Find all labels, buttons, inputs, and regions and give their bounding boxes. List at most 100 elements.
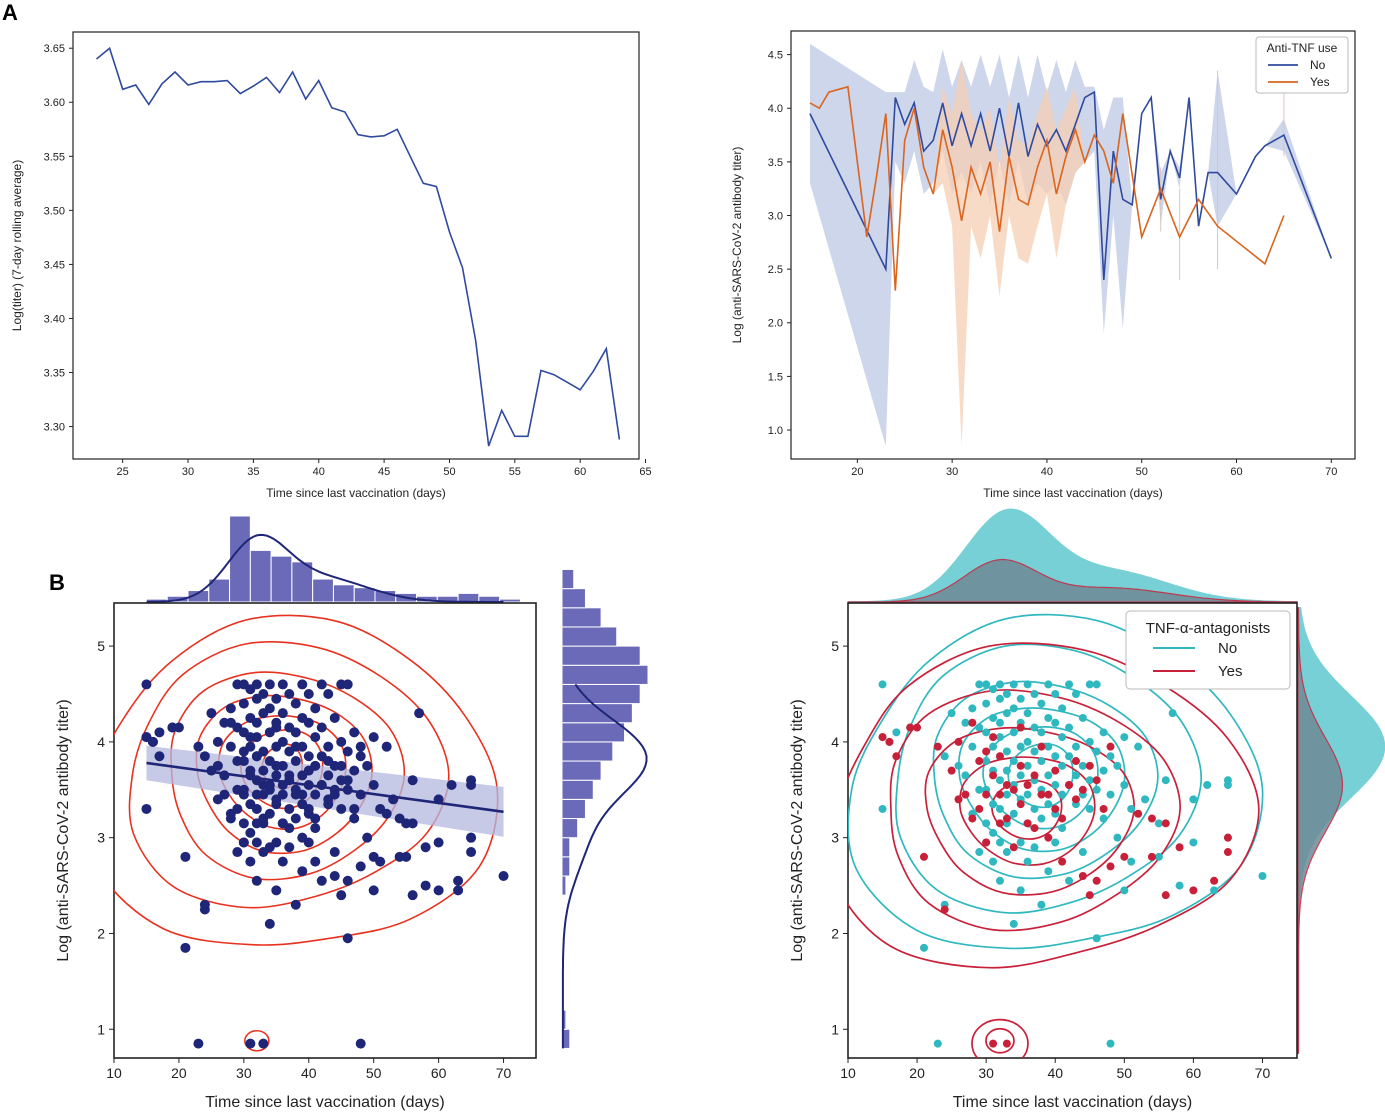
scatter-point-yes xyxy=(975,757,984,766)
scatter-point-no xyxy=(1058,790,1067,799)
scatter-point xyxy=(154,751,165,762)
scatter-point xyxy=(225,717,236,728)
y-tick-label: 5 xyxy=(831,638,839,654)
scatter-point-no xyxy=(1058,733,1067,742)
contour-group xyxy=(114,614,499,1052)
scatter-point-yes xyxy=(1044,833,1053,842)
right-hist-bar xyxy=(561,626,618,647)
legend: Anti-TNF use No Yes xyxy=(1255,36,1349,94)
scatter-point-no xyxy=(1044,680,1053,689)
right-hist-bar xyxy=(561,875,567,896)
y-tick-label: 3.45 xyxy=(44,259,65,271)
scatter-point-no xyxy=(982,699,991,708)
scatter-point xyxy=(355,1038,366,1049)
scatter-point-yes xyxy=(1223,833,1232,842)
x-tick-label: 40 xyxy=(1047,1065,1063,1081)
x-tick-label: 50 xyxy=(366,1065,382,1081)
legend-title: Anti-TNF use xyxy=(1267,41,1338,55)
scatter-point xyxy=(336,890,347,901)
scatter-point xyxy=(349,813,360,824)
scatter-point xyxy=(466,780,477,790)
top-hist-bar xyxy=(249,549,272,603)
scatter-point xyxy=(271,722,282,733)
scatter-point-no xyxy=(1258,872,1267,880)
scatter-point-no xyxy=(1065,876,1074,885)
x-tick-label: 50 xyxy=(1136,466,1148,478)
panel-label-b: B xyxy=(49,570,65,595)
x-tick-label: 40 xyxy=(301,1065,317,1081)
scatter-point-no xyxy=(1002,709,1011,718)
scatter-point xyxy=(284,823,295,834)
scatter-point xyxy=(349,803,360,814)
scatter-point xyxy=(407,775,418,786)
scatter-point-no xyxy=(1023,761,1032,770)
scatter-point xyxy=(368,851,379,862)
scatter-point xyxy=(277,789,288,800)
scatter-point-no xyxy=(1037,757,1046,766)
scatter-point-no xyxy=(1085,737,1094,746)
x-tick-label: 50 xyxy=(443,466,455,478)
panel-label-a: A xyxy=(2,0,18,25)
scatter-point-no xyxy=(1065,752,1074,761)
legend-label-yes: Yes xyxy=(1310,75,1330,89)
scatter-point-yes xyxy=(1134,809,1143,818)
x-axis-label: Time since last vaccination (days) xyxy=(953,1094,1193,1111)
scatter-point xyxy=(297,789,308,800)
x-tick-label: 10 xyxy=(106,1065,122,1081)
scatter-point-no xyxy=(1051,838,1060,847)
x-tick-label: 40 xyxy=(1041,466,1053,478)
scatter-point xyxy=(355,861,366,872)
right-kde-yes xyxy=(1297,607,1344,1054)
y-tick-label: 3.30 xyxy=(44,422,65,434)
top-kde-yes xyxy=(848,558,1298,603)
y-tick-label: 3.50 xyxy=(44,205,65,217)
scatter-point-no xyxy=(1113,833,1122,842)
scatter-point-no xyxy=(961,718,970,727)
kde-contour-yes xyxy=(971,1018,1029,1058)
scatter-point-no xyxy=(1016,742,1025,751)
y-tick-label: 3.35 xyxy=(44,367,65,379)
scatter-point xyxy=(225,741,236,752)
scatter-point-no xyxy=(1078,713,1087,722)
scatter-point-yes xyxy=(1099,804,1108,813)
scatter-point xyxy=(290,727,301,738)
scatter-point xyxy=(245,856,256,867)
scatter-point-yes xyxy=(989,771,998,780)
scatter-point xyxy=(271,693,282,704)
scatter-point-no xyxy=(982,728,991,737)
scatter-point-no xyxy=(1092,934,1101,943)
scatter-point-yes xyxy=(947,766,956,775)
x-tick-label: 55 xyxy=(509,466,521,478)
scatter-point-no xyxy=(940,752,949,761)
x-axis-label: Time since last vaccination (days) xyxy=(983,486,1163,500)
scatter-point-no xyxy=(1065,680,1074,689)
scatter-point-no xyxy=(995,804,1004,813)
scatter-point-no xyxy=(1071,771,1080,780)
scatter-point-yes xyxy=(933,742,942,751)
scatter-point xyxy=(297,832,308,843)
scatter-point xyxy=(251,717,262,728)
kde-contour-no xyxy=(895,643,1203,914)
top-hist-bar xyxy=(332,584,355,603)
scatter-point xyxy=(251,875,262,886)
top-hist-bar xyxy=(270,555,293,603)
scatter-point-no xyxy=(1023,680,1032,689)
y-tick-label: 3 xyxy=(831,830,839,846)
scatter-point xyxy=(258,1038,269,1049)
scatter-point xyxy=(316,679,327,690)
scatter-point-yes xyxy=(1051,766,1060,775)
scatter-point xyxy=(303,803,314,814)
scatter-point xyxy=(316,722,327,733)
scatter-point xyxy=(258,813,269,824)
scatter-point-yes xyxy=(954,737,963,746)
scatter-point-yes xyxy=(989,733,998,742)
scatter-point-no xyxy=(1009,809,1018,818)
scatter-point-no xyxy=(1016,771,1025,780)
scatter-point-yes xyxy=(1161,891,1170,900)
scatter-point-no xyxy=(1058,761,1067,770)
scatter-point-yes xyxy=(982,790,991,799)
scatter-point-yes xyxy=(1065,781,1074,789)
series-line-no xyxy=(809,90,1333,280)
scatter-point xyxy=(498,871,509,881)
regression-line xyxy=(146,761,504,814)
